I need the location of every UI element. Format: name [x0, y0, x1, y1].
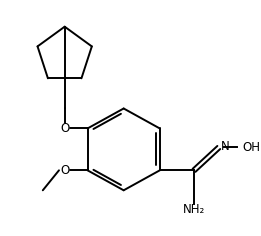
- Text: O: O: [60, 122, 69, 135]
- Text: NH₂: NH₂: [183, 203, 205, 216]
- Text: O: O: [60, 164, 69, 177]
- Text: OH: OH: [242, 141, 260, 154]
- Text: N: N: [221, 140, 229, 153]
